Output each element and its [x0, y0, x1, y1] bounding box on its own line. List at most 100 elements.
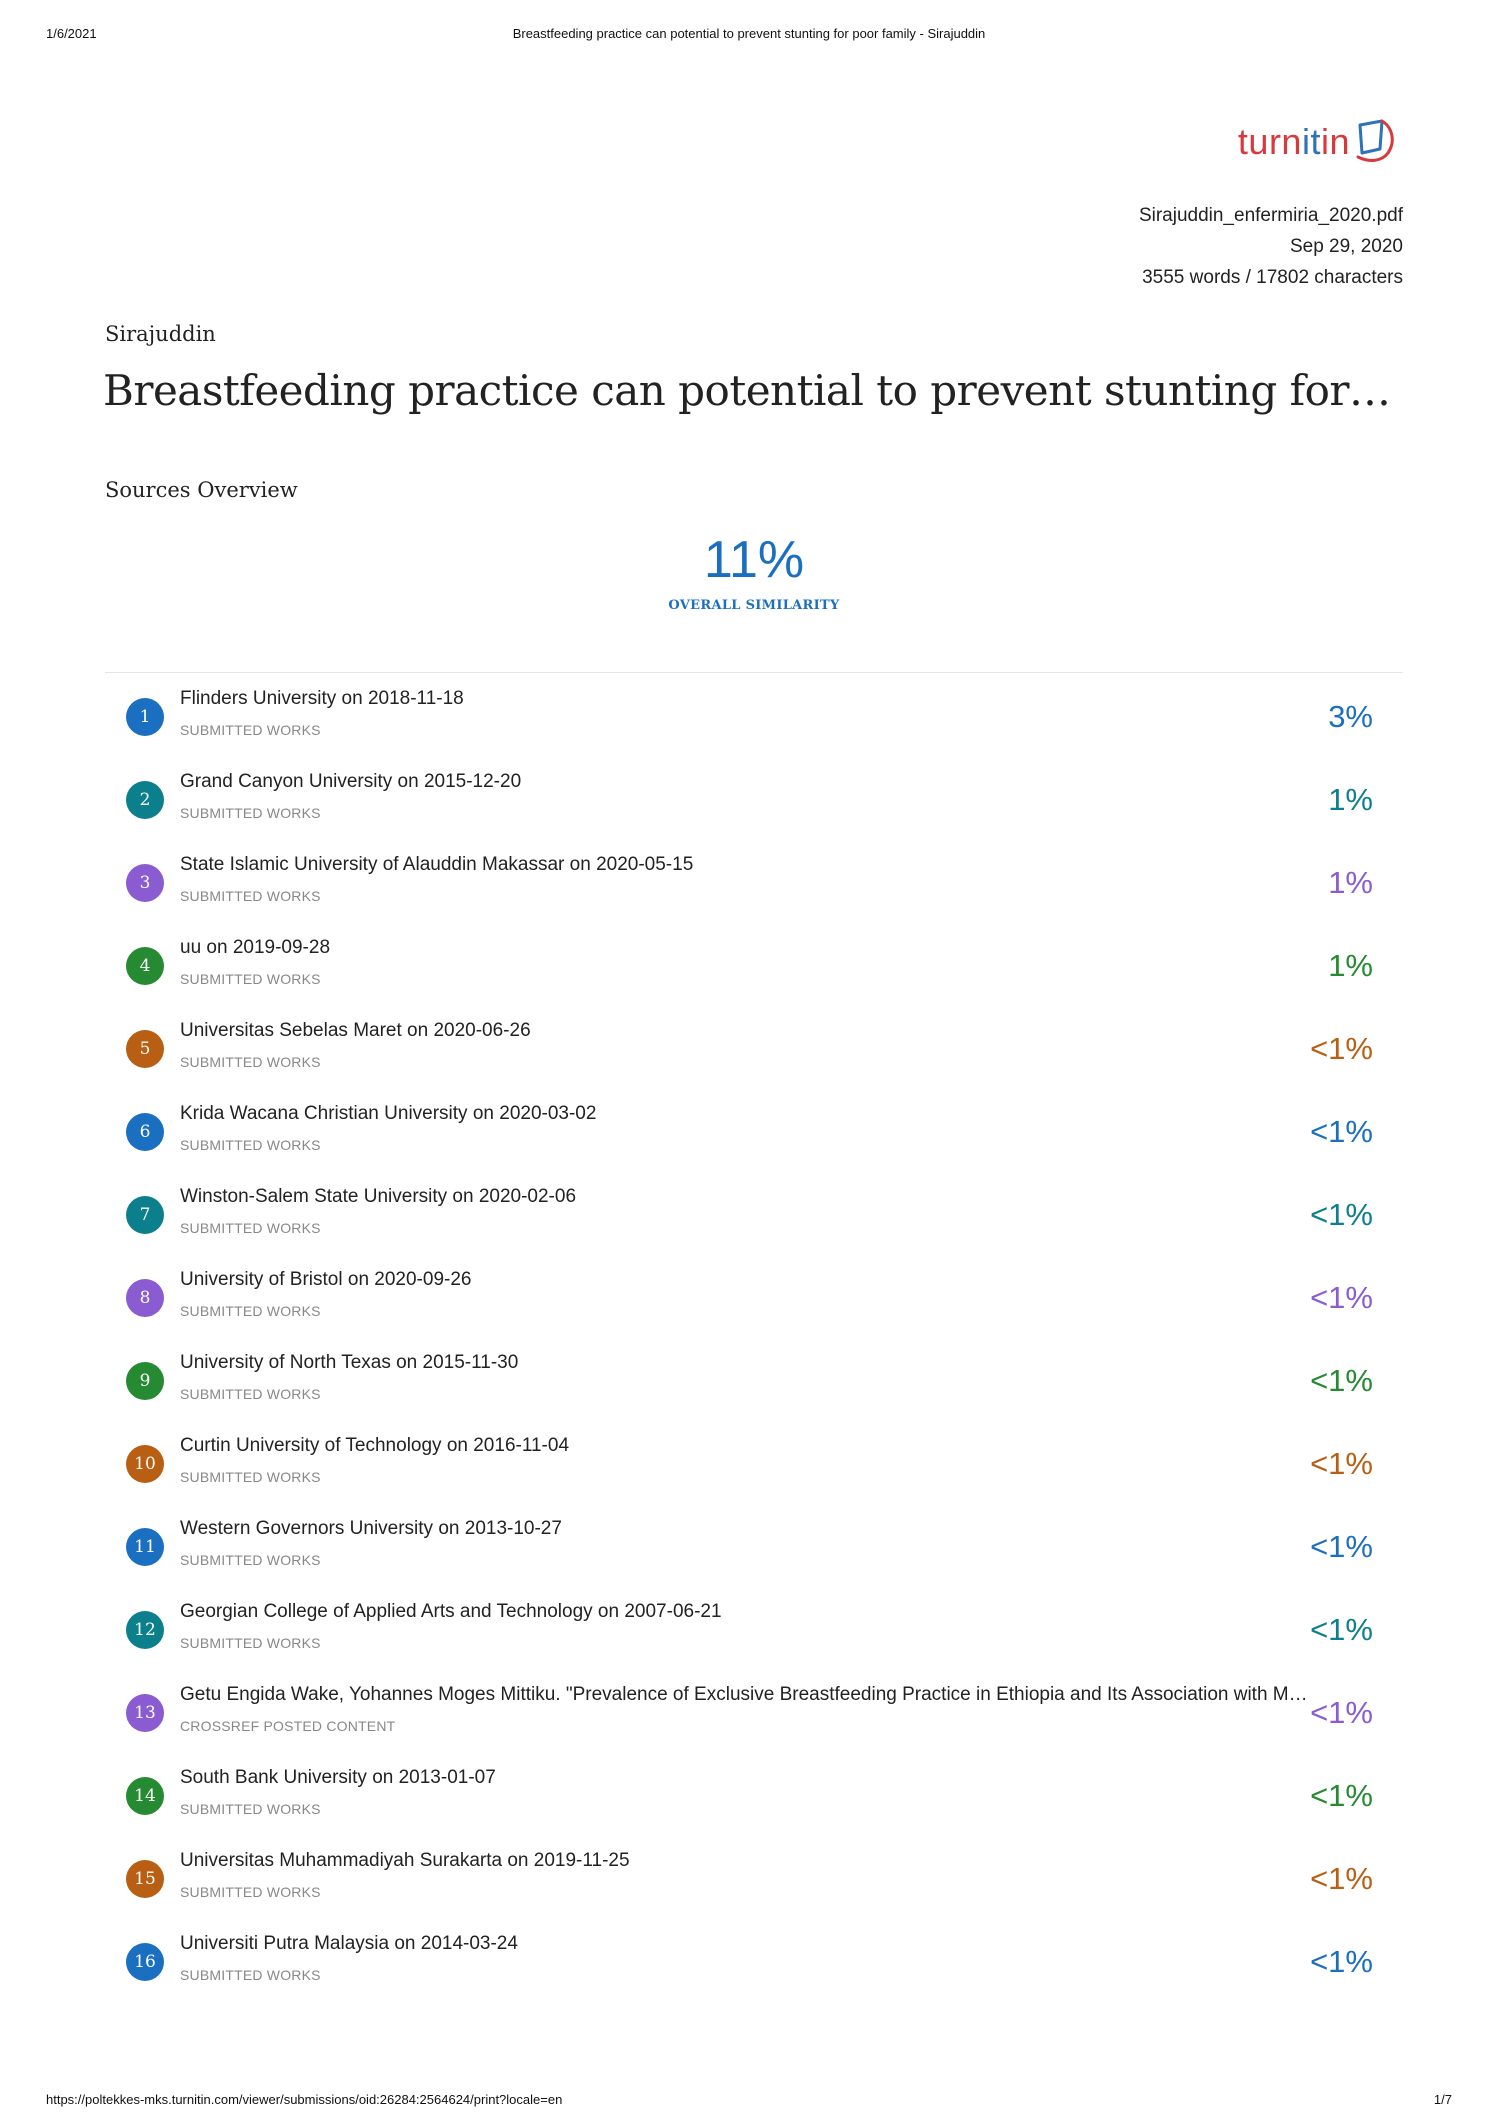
divider — [105, 672, 1403, 673]
print-url: https://poltekkes-mks.turnitin.com/viewe… — [46, 2092, 563, 2107]
source-row[interactable]: 12 Georgian College of Applied Arts and T… — [105, 1587, 1403, 1670]
source-type: SUBMITTED WORKS — [180, 971, 321, 987]
source-percent: <1% — [1310, 1695, 1373, 1730]
source-number-badge: 4 — [126, 947, 164, 985]
source-title[interactable]: Curtin University of Technology on 2016-… — [180, 1435, 570, 1456]
source-number-badge: 16 — [126, 1943, 164, 1981]
source-number-badge: 9 — [126, 1362, 164, 1400]
source-row[interactable]: 5 Universitas Sebelas Maret on 2020-06-26… — [105, 1006, 1403, 1089]
source-percent: <1% — [1310, 1363, 1373, 1398]
source-type: SUBMITTED WORKS — [180, 1054, 321, 1070]
source-type: SUBMITTED WORKS — [180, 1552, 321, 1568]
source-number-badge: 11 — [126, 1528, 164, 1566]
word-char-count: 3555 words / 17802 characters — [1142, 267, 1403, 288]
source-type: SUBMITTED WORKS — [180, 805, 321, 821]
turnitin-logo-icon — [1356, 119, 1394, 162]
source-percent: <1% — [1310, 1197, 1373, 1232]
source-percent: 1% — [1328, 948, 1373, 983]
source-percent: <1% — [1310, 1280, 1373, 1315]
source-percent: 1% — [1328, 865, 1373, 900]
source-type: SUBMITTED WORKS — [180, 1303, 321, 1319]
source-type: SUBMITTED WORKS — [180, 1386, 321, 1402]
source-type: SUBMITTED WORKS — [180, 1801, 321, 1817]
print-page-title: Breastfeeding practice can potential to … — [512, 26, 986, 41]
source-title[interactable]: Getu Engida Wake, Yohannes Moges Mittiku… — [180, 1684, 1310, 1705]
source-number-badge: 3 — [126, 864, 164, 902]
source-percent: <1% — [1310, 1944, 1373, 1979]
source-title[interactable]: uu on 2019-09-28 — [180, 937, 331, 958]
source-number-badge: 14 — [126, 1777, 164, 1815]
source-type: SUBMITTED WORKS — [180, 1884, 321, 1900]
source-type: SUBMITTED WORKS — [180, 1635, 321, 1651]
source-row[interactable]: 3 State Islamic University of Alauddin Ma… — [105, 840, 1403, 923]
print-date: 1/6/2021 — [46, 26, 97, 41]
source-percent: <1% — [1310, 1114, 1373, 1149]
source-number-badge: 2 — [126, 781, 164, 819]
source-number-badge: 13 — [126, 1694, 164, 1732]
source-percent: 3% — [1328, 699, 1373, 734]
sources-overview-heading: Sources Overview — [105, 478, 298, 502]
print-header: 1/6/2021 Breastfeeding practice can pote… — [46, 26, 1452, 46]
source-type: SUBMITTED WORKS — [180, 1469, 321, 1485]
source-row[interactable]: 2 Grand Canyon University on 2015-12-20 SU… — [105, 757, 1403, 840]
source-percent: <1% — [1310, 1529, 1373, 1564]
submission-date: Sep 29, 2020 — [1289, 236, 1403, 257]
source-number-badge: 12 — [126, 1611, 164, 1649]
source-title[interactable]: Flinders University on 2018-11-18 — [180, 688, 464, 709]
source-title[interactable]: South Bank University on 2013-01-07 — [180, 1767, 496, 1788]
source-percent: 1% — [1328, 782, 1373, 817]
source-percent: <1% — [1310, 1612, 1373, 1647]
page-number: 1/7 — [1433, 2092, 1452, 2107]
source-row[interactable]: 10 Curtin University of Technology on 201… — [105, 1421, 1403, 1504]
source-title[interactable]: Grand Canyon University on 2015-12-20 — [180, 771, 522, 792]
source-title[interactable]: Universiti Putra Malaysia on 2014-03-24 — [180, 1933, 518, 1954]
source-title[interactable]: University of Bristol on 2020-09-26 — [180, 1269, 472, 1290]
author-name: Sirajuddin — [105, 322, 216, 346]
source-percent: <1% — [1310, 1778, 1373, 1813]
source-row[interactable]: 1 Flinders University on 2018-11-18 SUBMIT… — [105, 674, 1403, 757]
source-number-badge: 15 — [126, 1860, 164, 1898]
source-percent: <1% — [1310, 1861, 1373, 1896]
source-row[interactable]: 16 Universiti Putra Malaysia on 2014-03-2… — [105, 1919, 1403, 2002]
source-row[interactable]: 11 Western Governors University on 2013-1… — [105, 1504, 1403, 1587]
source-title[interactable]: Universitas Muhammadiyah Surakarta on 20… — [180, 1850, 630, 1871]
source-row[interactable]: 8 University of Bristol on 2020-09-26 SUBM… — [105, 1255, 1403, 1338]
source-type: SUBMITTED WORKS — [180, 1967, 321, 1983]
source-type: SUBMITTED WORKS — [180, 1220, 321, 1236]
turnitin-logo: turnitin — [1238, 112, 1398, 172]
source-row[interactable]: 9 University of North Texas on 2015-11-30… — [105, 1338, 1403, 1421]
source-title[interactable]: State Islamic University of Alauddin Mak… — [180, 854, 694, 875]
source-number-badge: 6 — [126, 1113, 164, 1151]
source-number-badge: 8 — [126, 1279, 164, 1317]
source-type: CROSSREF POSTED CONTENT — [180, 1718, 396, 1734]
source-row[interactable]: 14 South Bank University on 2013-01-07 SUB… — [105, 1753, 1403, 1836]
submission-meta: Sirajuddin_enfermiria_2020.pdf Sep 29, 2… — [1139, 200, 1403, 293]
file-name: Sirajuddin_enfermiria_2020.pdf — [1138, 205, 1403, 226]
source-title[interactable]: Western Governors University on 2013-10-… — [180, 1518, 562, 1539]
print-footer: https://poltekkes-mks.turnitin.com/viewe… — [46, 2092, 1452, 2112]
source-row[interactable]: 13 Getu Engida Wake, Yohannes Moges Mitti… — [105, 1670, 1403, 1753]
source-title[interactable]: Georgian College of Applied Arts and Tec… — [180, 1601, 722, 1622]
source-number-badge: 1 — [126, 698, 164, 736]
source-type: SUBMITTED WORKS — [180, 722, 321, 738]
source-number-badge: 10 — [126, 1445, 164, 1483]
source-row[interactable]: 4 uu on 2019-09-28 SUBMITTED WORKS 1% — [105, 923, 1403, 1006]
source-title[interactable]: Winston-Salem State University on 2020-0… — [180, 1186, 577, 1207]
overall-similarity-label: OVERALL SIMILARITY — [668, 598, 840, 613]
source-title[interactable]: Universitas Sebelas Maret on 2020-06-26 — [180, 1020, 531, 1041]
source-percent: <1% — [1310, 1446, 1373, 1481]
source-row[interactable]: 15 Universitas Muhammadiyah Surakarta on … — [105, 1836, 1403, 1919]
source-type: SUBMITTED WORKS — [180, 1137, 321, 1153]
source-title[interactable]: Krida Wacana Christian University on 202… — [180, 1103, 597, 1124]
source-row[interactable]: 6 Krida Wacana Christian University on 20… — [105, 1089, 1403, 1172]
source-number-badge: 7 — [126, 1196, 164, 1234]
sources-list: 1 Flinders University on 2018-11-18 SUBMIT… — [105, 674, 1403, 2002]
source-row[interactable]: 7 Winston-Salem State University on 2020-… — [105, 1172, 1403, 1255]
overall-similarity-percent: 11% — [703, 531, 805, 589]
source-percent: <1% — [1310, 1031, 1373, 1066]
source-title[interactable]: University of North Texas on 2015-11-30 — [180, 1352, 519, 1373]
source-number-badge: 5 — [126, 1030, 164, 1068]
document-title: Breastfeeding practice can potential to … — [103, 366, 1403, 415]
overall-similarity: 11% OVERALL SIMILARITY — [105, 530, 1403, 613]
source-type: SUBMITTED WORKS — [180, 888, 321, 904]
